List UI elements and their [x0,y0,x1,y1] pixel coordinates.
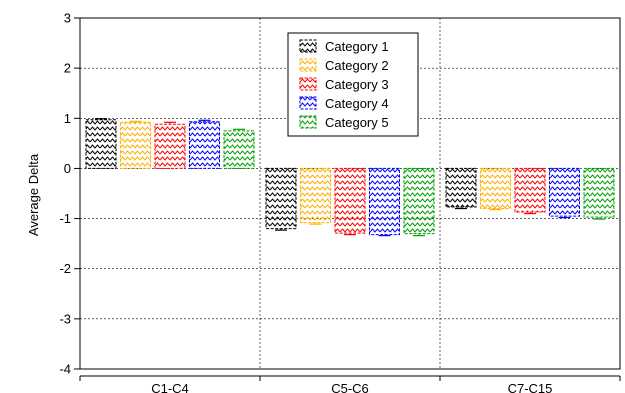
legend: Category 1 Category 2 Category 3 Category 4… [287,32,419,137]
legend-swatch [299,115,317,129]
bar [189,121,220,169]
plot-frame [79,17,621,370]
y-tick-label: 0 [64,161,71,176]
bar [85,119,117,169]
bar [480,167,511,210]
legend-swatch [299,39,317,53]
legend-label: Category 4 [325,96,389,111]
bars [85,118,615,237]
bar [403,167,435,235]
legend-swatch [299,58,317,72]
bar [300,167,331,224]
y-tick-label: -3 [59,311,71,326]
axes: 3 2 1 0 -1 -2 -3 -4 C1-C4 C5-C6 C7-C15 [59,11,621,393]
y-tick-label: -2 [59,261,71,276]
legend-label: Category 1 [325,39,389,54]
y-tick-label: -4 [59,362,71,377]
legend-label: Category 5 [325,115,389,130]
bar [334,167,366,234]
y-tick-label: 2 [64,61,71,76]
y-axis-title: Average Delta [26,153,41,236]
y-tick-label: -1 [59,211,71,226]
legend-label: Category 3 [325,77,389,92]
y-tick-label: 1 [64,111,71,126]
bar [445,167,477,208]
x-tick-label: C7-C15 [508,381,553,393]
legend-swatch [299,96,317,110]
bar [583,167,615,218]
bar [549,167,580,217]
legend-label: Category 2 [325,58,389,73]
bar [223,130,255,169]
bar [265,167,297,230]
x-tick-label: C1-C4 [151,381,189,393]
bar [154,123,186,169]
bar [369,167,400,236]
bar [514,167,546,213]
bar [120,121,151,169]
legend-swatch [299,77,317,91]
x-tick-label: C5-C6 [331,381,369,393]
y-tick-label: 3 [64,11,71,26]
